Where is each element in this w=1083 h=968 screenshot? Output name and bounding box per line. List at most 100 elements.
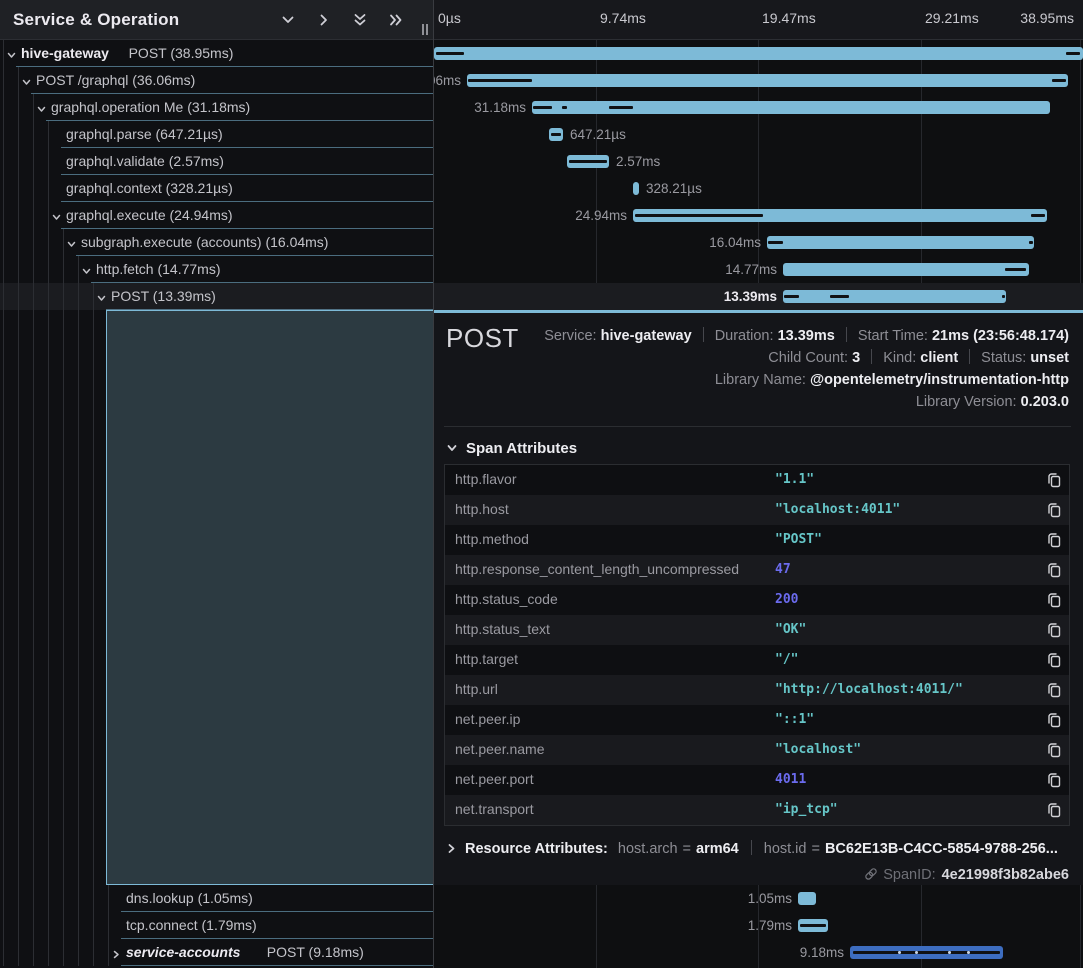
chevron-down-icon[interactable] [36,102,47,113]
indent-guide [48,175,49,202]
timeline-row[interactable]: 36.06ms [434,67,1083,94]
chevron-down-icon[interactable] [96,291,107,302]
attribute-value: "POST" [775,532,822,547]
indent-guide [33,885,34,912]
column-resize-grip[interactable] [422,24,430,35]
copy-icon[interactable] [1046,592,1062,608]
timeline-row[interactable]: 328.21µs [434,175,1083,202]
copy-icon[interactable] [1046,652,1062,668]
meta-separator [750,840,752,855]
timeline-row[interactable]: 2.57ms [434,148,1083,175]
copy-icon[interactable] [1046,562,1062,578]
timeline-row[interactable]: 1.79ms [434,912,1083,939]
span-tree-row[interactable]: subgraph.execute (accounts) (16.04ms) [0,229,433,256]
span-tree-row[interactable]: graphql.operation Me (31.18ms) [0,94,433,121]
copy-icon[interactable] [1046,772,1062,788]
timeline-row[interactable]: 9.18ms [434,939,1083,966]
indent-guide [78,310,79,885]
indent-guide [33,283,34,310]
attribute-value: "OK" [775,622,807,637]
span-tree-row[interactable]: tcp.connect (1.79ms) [0,912,433,939]
span-tree-row[interactable]: graphql.context (328.21µs) [0,175,433,202]
span-bar[interactable] [798,919,828,932]
span-tree-row[interactable]: graphql.validate (2.57ms) [0,148,433,175]
span-bar[interactable] [633,209,1047,222]
chevron-right-icon[interactable] [313,9,335,31]
span-tree-row[interactable]: http.fetch (14.77ms) [0,256,433,283]
indent-guide [33,310,34,885]
indent-guide [18,94,19,121]
child-span-marker [830,295,849,298]
timeline-row[interactable]: 14.77ms [434,256,1083,283]
span-tree-row[interactable]: POST /graphql (36.06ms) [0,67,433,94]
span-bar[interactable] [850,946,1003,959]
chevron-down-icon[interactable] [66,237,77,248]
panel-divider[interactable] [433,0,434,968]
span-bar[interactable] [633,182,639,195]
indent-guide [63,912,64,939]
child-span-marker [569,160,607,163]
indent-guide [78,283,79,310]
timeline-row[interactable]: 1.05ms [434,885,1083,912]
detail-meta-item: Kind: client [883,350,959,366]
span-bar[interactable] [567,155,609,168]
timeline-row[interactable]: 24.94ms [434,202,1083,229]
span-bar[interactable] [798,892,816,905]
copy-icon[interactable] [1046,532,1062,548]
copy-icon[interactable] [1046,802,1062,818]
indent-guide [93,310,94,885]
copy-icon[interactable] [1046,472,1062,488]
double-chevron-right-icon[interactable] [385,9,407,31]
timeline-row[interactable]: 16.04ms [434,229,1083,256]
timeline-row[interactable]: 13.39ms [434,283,1083,310]
chevron-down-icon[interactable] [6,48,17,59]
copy-icon[interactable] [1046,742,1062,758]
span-duration-label: 16.04ms [709,235,761,250]
indent-guide [48,885,49,912]
span-bar[interactable] [767,236,1034,249]
span-tree-row[interactable]: hive-gateway POST (38.95ms) [0,40,433,67]
timeline-row[interactable]: 38.95ms [434,40,1083,67]
span-attributes-toggle[interactable]: Span Attributes [446,440,577,457]
attribute-row: http.host "localhost:4011" [445,495,1069,525]
indent-guide [3,40,4,67]
copy-icon[interactable] [1046,682,1062,698]
detail-meta-item: Start Time: 21ms (23:56:48.174) [857,328,1069,344]
indent-guide [63,939,64,966]
span-duration-label: 36.06ms [434,73,461,88]
timeline-row[interactable]: 647.21µs [434,121,1083,148]
span-bar[interactable] [549,128,563,141]
child-span-dot [898,951,901,954]
span-tree-row[interactable]: dns.lookup (1.05ms) [0,885,433,912]
span-tree-row[interactable]: service-accounts POST (9.18ms) [0,939,433,966]
operation-name: subgraph.execute (accounts) (16.04ms) [81,234,329,250]
span-tree-row[interactable]: graphql.parse (647.21µs) [0,121,433,148]
timeline-row[interactable]: 31.18ms [434,94,1083,121]
copy-icon[interactable] [1046,502,1062,518]
attribute-row: http.target "/" [445,645,1069,675]
span-tree-row[interactable]: POST (13.39ms) [0,283,433,310]
chevron-down-icon[interactable] [21,75,32,86]
copy-icon[interactable] [1046,622,1062,638]
span-bar[interactable] [532,101,1050,114]
indent-guide [33,256,34,283]
indent-guide [18,229,19,256]
span-tree-row[interactable]: graphql.execute (24.94ms) [0,202,433,229]
resource-attributes-row[interactable]: Resource Attributes: host.arch = arm64 host.… [446,840,1058,857]
double-chevron-down-icon[interactable] [349,9,371,31]
link-icon[interactable] [864,867,883,883]
copy-icon[interactable] [1046,712,1062,728]
span-bar[interactable] [783,290,1006,303]
indent-guide [33,939,34,966]
chevron-right-icon[interactable] [111,947,122,959]
indent-guide [18,310,19,885]
indent-guides [0,310,106,885]
indent-guide [78,912,79,939]
chevron-down-icon[interactable] [51,210,62,221]
span-bar[interactable] [783,263,1029,276]
span-bar[interactable] [467,74,1068,87]
chevron-down-icon[interactable] [81,264,92,275]
span-bar[interactable] [434,47,1083,60]
chevron-down-icon[interactable] [277,9,299,31]
chevron-right-icon [448,844,455,853]
